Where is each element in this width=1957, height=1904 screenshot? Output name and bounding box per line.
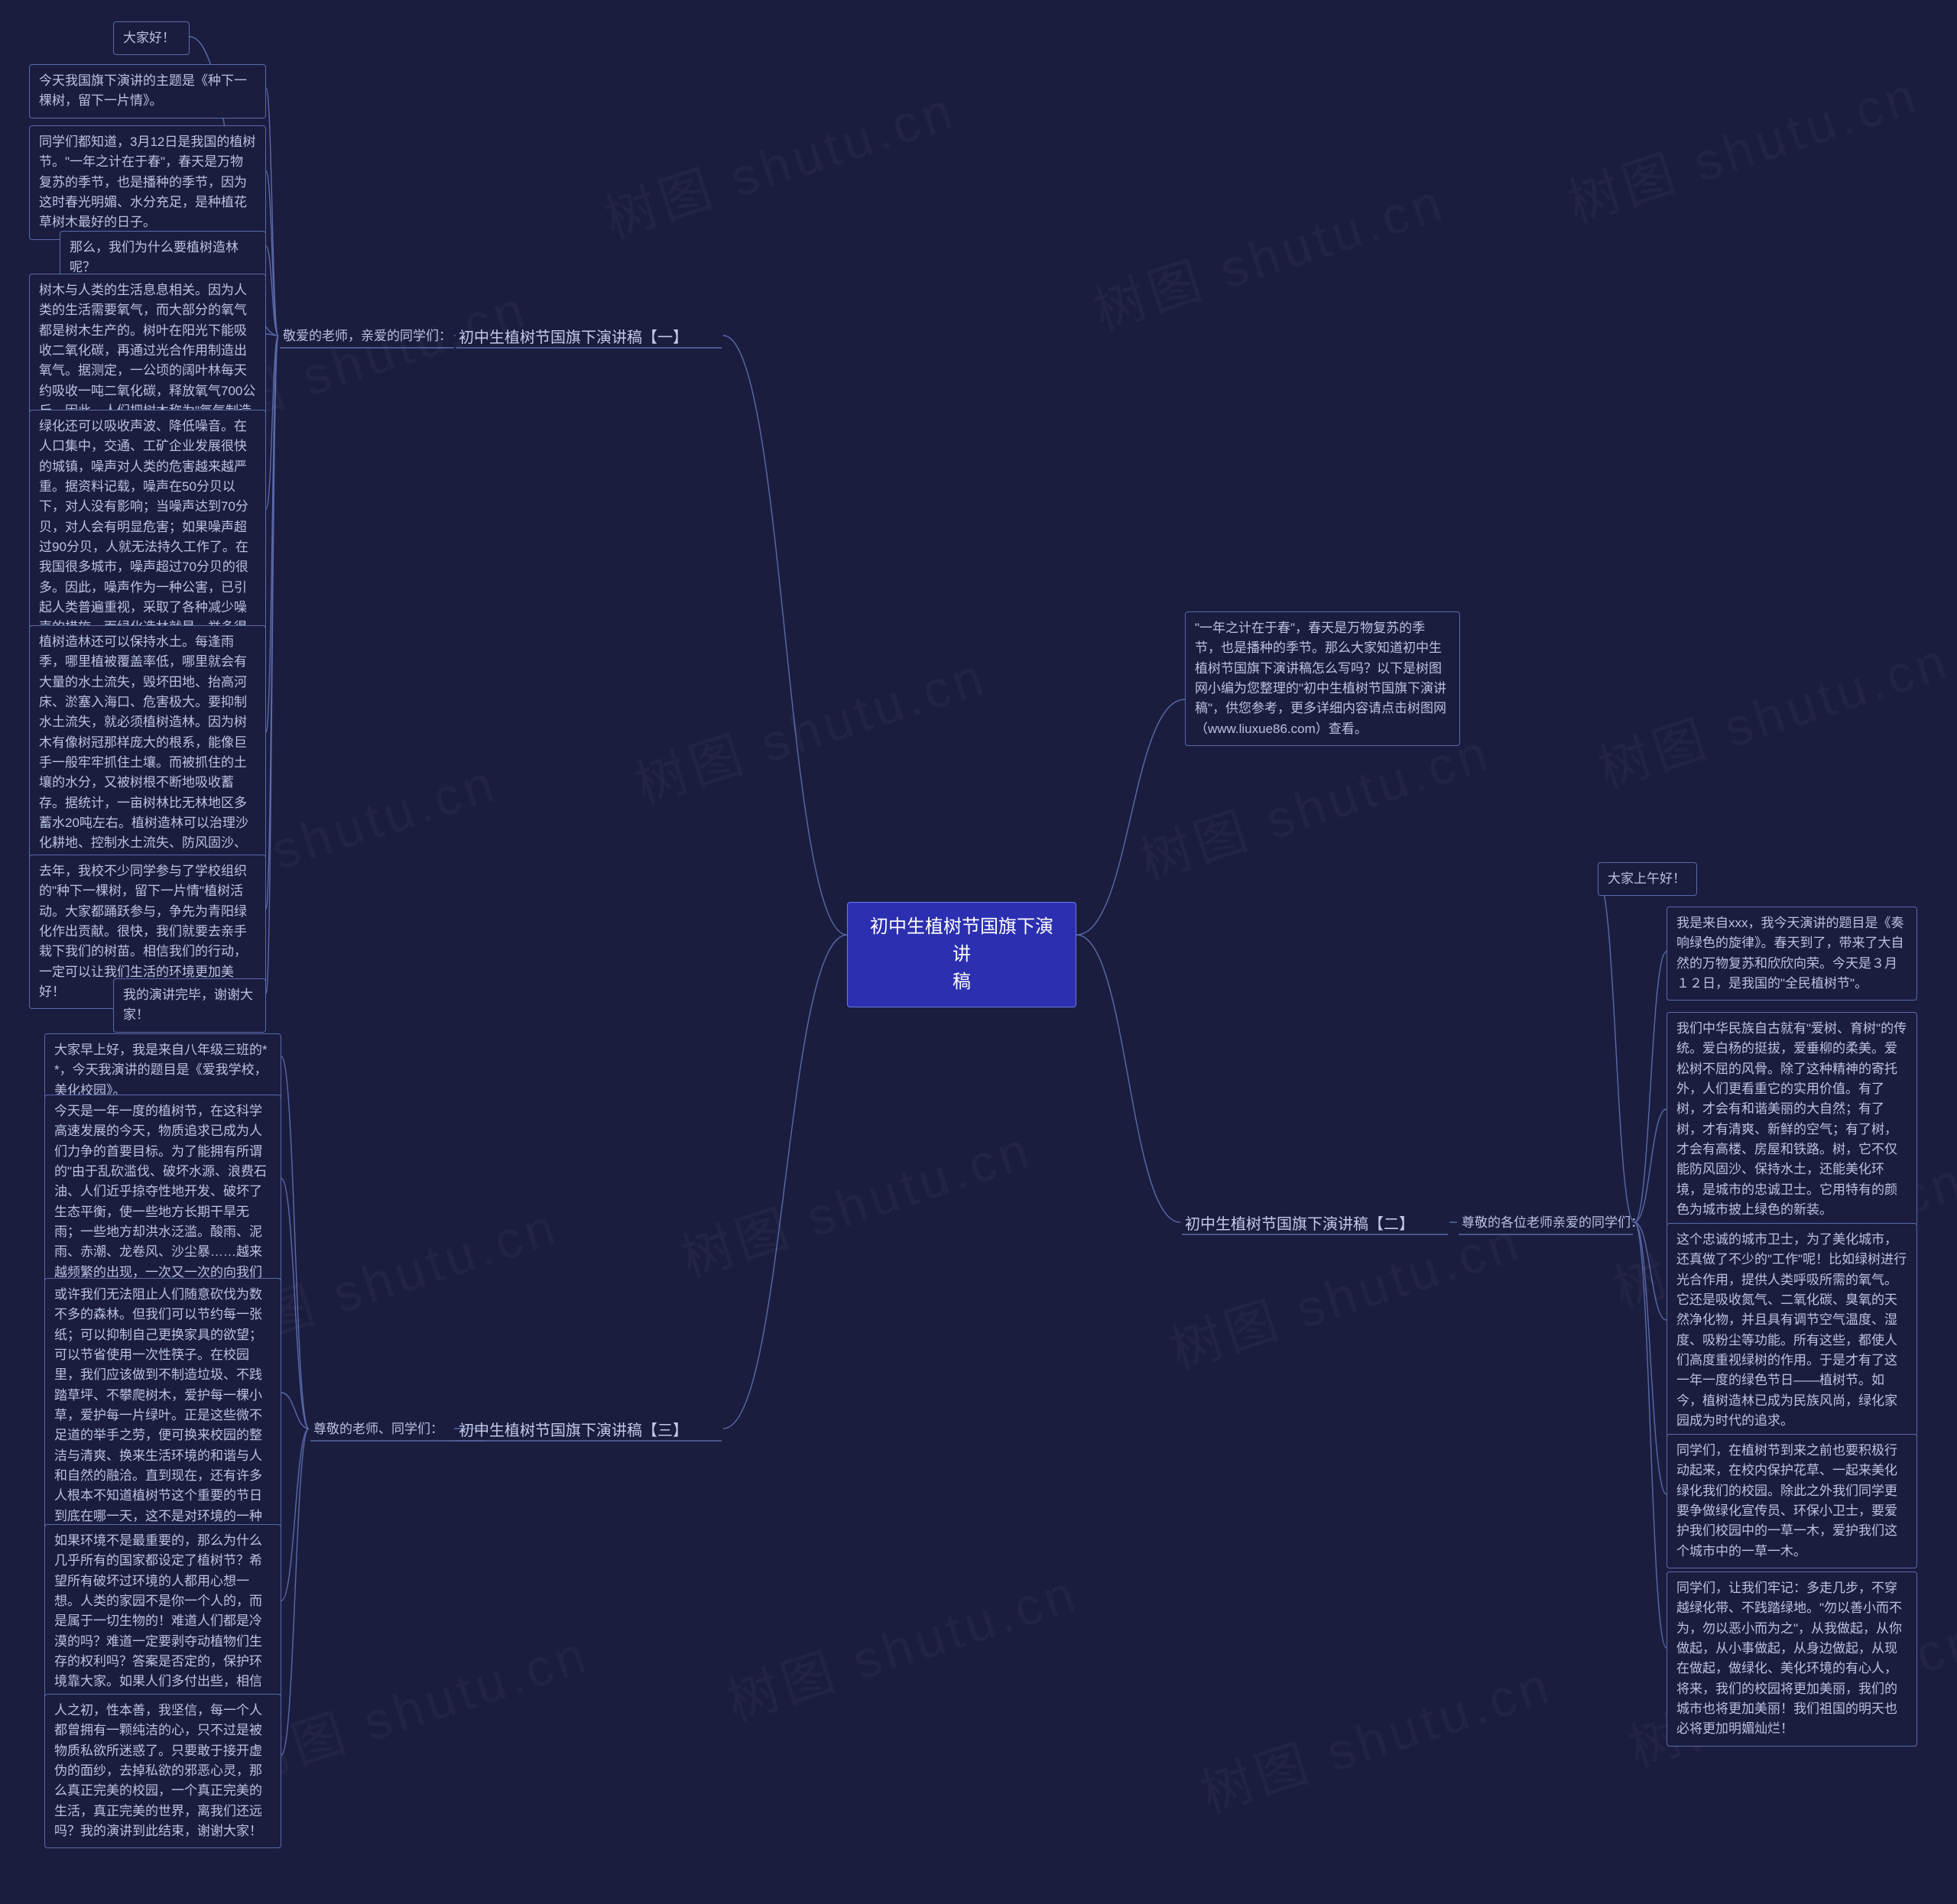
intro-node: "一年之计在于春"，春天是万物复苏的季节，也是播种的季节。那么大家知道初中生植树…: [1185, 611, 1460, 746]
watermark: 树图 shutu.cn: [226, 1612, 597, 1797]
watermark: 树图 shutu.cn: [593, 68, 964, 253]
watermark: 树图 shutu.cn: [1587, 618, 1957, 803]
branch-sub-label: 敬爱的老师，亲爱的同学们：: [283, 325, 452, 344]
watermark: 树图 shutu.cn: [1082, 160, 1453, 345]
leaf-node: 大家好！: [113, 21, 190, 55]
watermark: 树图 shutu.cn: [670, 1108, 1040, 1293]
watermark: 树图 shutu.cn: [1189, 1643, 1560, 1828]
leaf-node: 同学们，让我们牢记：多走几步，不穿越绿化带、不践踏绿地。"勿以善小而不为，勿以恶…: [1667, 1572, 1917, 1747]
leaf-node: 人之初，性本善，我坚信，每一个人都曾拥有一颗纯洁的心，只不过是被物质私欲所迷惑了…: [44, 1694, 281, 1848]
watermark: 树图 shutu.cn: [624, 634, 995, 819]
branch-label: 初中生植树节国旗下演讲稿【二】: [1185, 1211, 1414, 1234]
leaf-node: 我们中华民族自古就有"爱树、育树"的传统。爱白杨的挺拔，爱垂柳的柔美。爱松树不屈…: [1667, 1012, 1917, 1227]
branch-label: 初中生植树节国旗下演讲稿【一】: [459, 325, 688, 347]
branch-sub-label: 尊敬的老师、同学们：: [313, 1418, 443, 1437]
branch-sub-label: 尊敬的各位老师亲爱的同学们：: [1462, 1211, 1644, 1231]
leaf-node: 今天我国旗下演讲的主题是《种下一棵树，留下一片情》。: [29, 64, 266, 118]
branch-label: 初中生植树节国旗下演讲稿【三】: [459, 1418, 688, 1440]
mindmap-stage: 树图 shutu.cn 树图 shutu.cn 树图 shutu.cn 树图 shut…: [0, 0, 1957, 1904]
leaf-node: 同学们都知道，3月12日是我国的植树节。"一年之计在于春"，春天是万物复苏的季节…: [29, 125, 266, 240]
watermark: 树图 shutu.cn: [716, 1551, 1086, 1736]
root-node: 初中生植树节国旗下演讲 稿: [847, 902, 1076, 1007]
watermark: 树图 shutu.cn: [1556, 53, 1927, 238]
leaf-node: 如果环境不是最重要的，那么为什么几乎所有的国家都设定了植树节？希望所有破坏过环境…: [44, 1524, 281, 1719]
leaf-node: 同学们，在植树节到来之前也要积极行动起来，在校内保护花草、一起来美化绿化我们的校…: [1667, 1434, 1917, 1568]
leaf-node: 大家上午好！: [1598, 862, 1697, 896]
leaf-node: 我的演讲完毕，谢谢大家！: [113, 978, 266, 1033]
leaf-node: 这个忠诚的城市卫士，为了美化城市，还真做了不少的"工作"呢！比如绿树进行光合作用…: [1667, 1223, 1917, 1438]
leaf-node: 我是来自xxx，我今天演讲的题目是《奏响绿色的旋律》。春天到了，带来了大自然的万…: [1667, 907, 1917, 1001]
